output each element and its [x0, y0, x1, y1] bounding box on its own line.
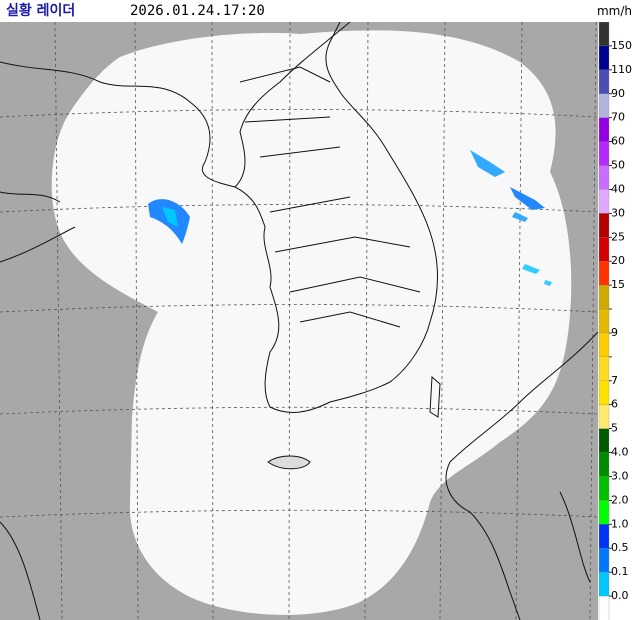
legend-color: [598, 117, 610, 143]
legend-label: 20: [611, 254, 625, 267]
legend-label: 70: [611, 111, 625, 124]
coastlines: [0, 22, 598, 620]
legend-color: [598, 356, 610, 382]
legend-color: [598, 261, 610, 286]
legend-color: [598, 524, 610, 549]
legend-color: [598, 332, 610, 358]
legend-color: [598, 452, 610, 478]
legend-color: [598, 237, 610, 262]
legend-color: [598, 45, 610, 71]
legend-color: [598, 93, 610, 119]
legend-label: 6: [611, 398, 618, 411]
legend-color: [598, 572, 610, 597]
title: 실황 레이더: [6, 3, 76, 19]
timestamp: 2026.01.24.17:20: [130, 3, 265, 19]
legend-label: 0.5: [611, 541, 629, 554]
legend-color: [598, 165, 610, 191]
legend-label: 30: [611, 206, 625, 219]
legend-label: 60: [611, 135, 625, 148]
legend-color: [598, 141, 610, 167]
precipitation-echoes: [148, 150, 552, 286]
grid: [0, 22, 598, 620]
legend-label: 1.0: [611, 517, 629, 530]
legend-color: [598, 189, 610, 215]
legend-color: [598, 500, 610, 525]
legend-label: 150: [611, 39, 632, 52]
legend-label: 110: [611, 63, 632, 76]
legend-label: 0.0: [611, 589, 629, 602]
legend-label: 7: [611, 374, 618, 387]
legend-label: 2.0: [611, 493, 629, 506]
legend-color: [598, 22, 610, 47]
legend-label: 4.0: [611, 446, 629, 459]
legend-label: 5: [611, 422, 618, 435]
legend-label: 50: [611, 159, 625, 172]
legend-color: [598, 428, 610, 454]
legend-color: [598, 476, 610, 502]
legend-color: [598, 69, 610, 95]
legend-color: [598, 404, 610, 430]
legend-label: 0.1: [611, 565, 629, 578]
legend-label: 15: [611, 278, 625, 291]
legend: 150 110 90 70 60 50 40 30 25 20 15 9 7 6 5 4.0 3.0 2.0 1.0…: [598, 22, 632, 620]
legend-color: [598, 548, 610, 573]
legend-color: [598, 213, 610, 238]
legend-label: 25: [611, 230, 625, 243]
legend-color: [598, 595, 610, 620]
legend-color: [598, 380, 610, 406]
legend-label: 90: [611, 87, 625, 100]
radar-map: [0, 22, 598, 620]
unit: mm/h: [596, 4, 632, 18]
legend-label: 9: [611, 326, 618, 339]
legend-color: [598, 308, 610, 334]
legend-label: 3.0: [611, 469, 629, 482]
legend-label: 40: [611, 182, 625, 195]
legend-color: [598, 284, 610, 310]
